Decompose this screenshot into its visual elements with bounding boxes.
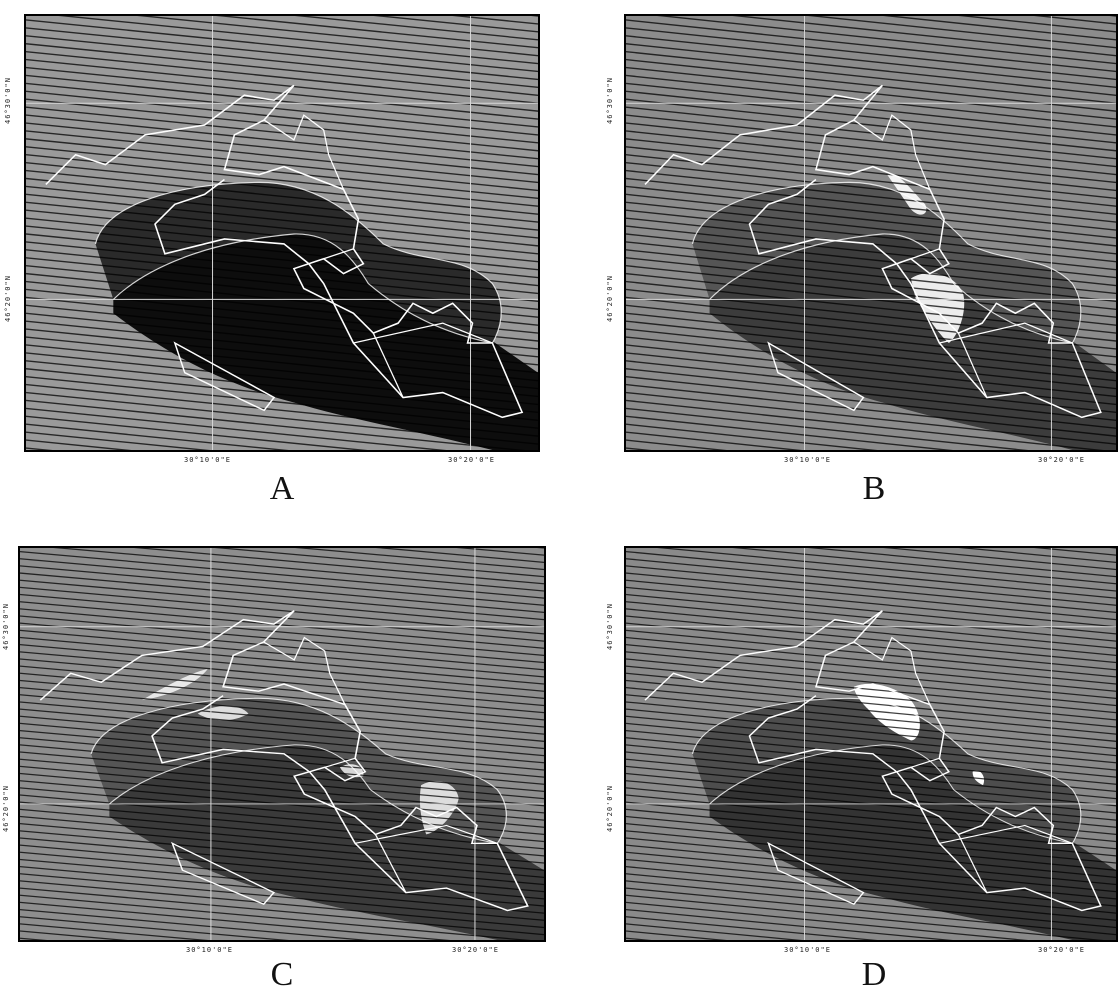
map-c bbox=[20, 548, 544, 940]
scan-stripes bbox=[20, 548, 544, 940]
tick-x-b-2: 30°20'0"E bbox=[1038, 456, 1085, 464]
island-outline bbox=[170, 841, 276, 906]
lake-water bbox=[709, 744, 1116, 940]
tick-y-b-1: 46°30'0"N bbox=[606, 77, 614, 124]
tick-y-c-1: 46°30'0"N bbox=[2, 603, 10, 650]
map-d bbox=[626, 548, 1116, 940]
lake-boundary-arc bbox=[691, 181, 1082, 344]
map-a bbox=[26, 16, 538, 450]
lake-water bbox=[109, 744, 544, 940]
study-area-subdivision bbox=[853, 636, 1073, 893]
panel-label-c: C bbox=[270, 956, 294, 993]
tick-y-a-1: 46°30'0"N bbox=[4, 77, 12, 124]
scan-stripes bbox=[626, 548, 1116, 940]
map-frame-d bbox=[624, 546, 1118, 942]
study-area-subdivision bbox=[263, 636, 498, 893]
map-frame-a bbox=[24, 14, 540, 452]
tick-x-c-2: 30°20'0"E bbox=[452, 946, 499, 954]
bright-patch bbox=[887, 173, 927, 215]
map-frame-b bbox=[624, 14, 1118, 452]
scan-stripes bbox=[26, 16, 538, 450]
lake-boundary-arc bbox=[94, 181, 502, 344]
lake-boundary-arc bbox=[691, 697, 1082, 844]
study-area-outline bbox=[45, 84, 524, 419]
lake-water bbox=[113, 233, 538, 450]
map-b bbox=[626, 16, 1116, 450]
island-outline bbox=[767, 841, 865, 906]
island-outline bbox=[173, 341, 276, 412]
panel-label-b: B bbox=[862, 470, 886, 507]
tick-x-d-2: 30°20'0"E bbox=[1038, 946, 1085, 954]
study-area-outline bbox=[39, 610, 529, 912]
tick-y-c-2: 46°20'0"N bbox=[2, 785, 10, 832]
island-outline bbox=[767, 341, 865, 412]
tick-y-d-1: 46°30'0"N bbox=[606, 603, 614, 650]
tick-y-b-2: 46°20'0"N bbox=[606, 275, 614, 322]
tick-x-b-1: 30°10'0"E bbox=[784, 456, 831, 464]
panel-label-d: D bbox=[861, 956, 887, 993]
tick-x-c-1: 30°10'0"E bbox=[186, 946, 233, 954]
tick-x-d-1: 30°10'0"E bbox=[784, 946, 831, 954]
scan-stripes bbox=[626, 16, 1116, 450]
study-area-subdivision bbox=[263, 114, 493, 398]
map-frame-c bbox=[18, 546, 546, 942]
tick-y-a-2: 46°20'0"N bbox=[4, 275, 12, 322]
lake-boundary-arc bbox=[90, 697, 507, 844]
tick-x-a-1: 30°10'0"E bbox=[184, 456, 231, 464]
bright-patch bbox=[419, 781, 459, 835]
tick-x-a-2: 30°20'0"E bbox=[448, 456, 495, 464]
lake-water bbox=[709, 233, 1116, 450]
study-area-subdivision bbox=[853, 114, 1073, 398]
study-area-outline bbox=[644, 610, 1102, 912]
study-area-outline bbox=[644, 84, 1102, 419]
tick-y-d-2: 46°20'0"N bbox=[606, 785, 614, 832]
panel-label-a: A bbox=[269, 470, 295, 507]
